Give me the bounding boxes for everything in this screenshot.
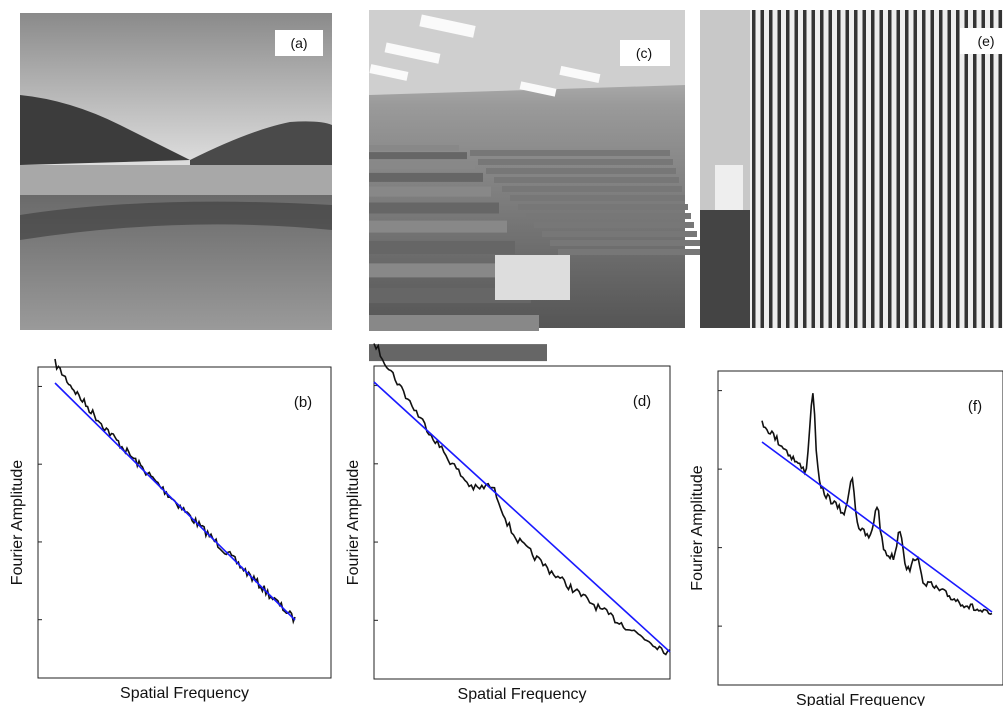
seat-row xyxy=(369,173,483,182)
stripe xyxy=(922,10,926,328)
fit-line xyxy=(55,383,295,620)
spectrum xyxy=(55,359,295,622)
stripe xyxy=(863,10,867,328)
seat-row xyxy=(510,195,685,201)
plot-label: (d) xyxy=(633,393,651,410)
stripe xyxy=(931,10,935,328)
seat-row xyxy=(369,187,491,197)
seat-row xyxy=(478,159,673,165)
seat-row xyxy=(486,168,676,174)
stripe xyxy=(982,10,986,328)
photo-label: (e) xyxy=(977,33,994,49)
plot-label: (f) xyxy=(968,398,982,415)
x-axis-label: Spatial Frequency xyxy=(458,686,587,703)
photo-label: (a) xyxy=(290,35,307,51)
stripe xyxy=(846,10,850,328)
stripe xyxy=(812,10,816,328)
stripe xyxy=(965,10,969,328)
x-axis-label: Spatial Frequency xyxy=(796,692,925,706)
stripe xyxy=(803,10,807,328)
stripe xyxy=(786,10,790,328)
stripe xyxy=(761,10,765,328)
figure: (a) (c) (e) (b) Spatial Frequency Fourier … xyxy=(0,0,1003,706)
fit-line xyxy=(762,442,992,612)
stripe xyxy=(769,10,773,328)
seat-row xyxy=(470,150,670,156)
stripe xyxy=(752,10,756,328)
seat-row xyxy=(518,204,688,210)
stripe xyxy=(871,10,875,328)
y-axis-label: Fourier Amplitude xyxy=(689,465,706,590)
seat-row xyxy=(369,315,539,331)
plot-frame xyxy=(374,366,670,679)
y-axis-label: Fourier Amplitude xyxy=(9,460,26,585)
plot-frame xyxy=(718,371,1003,685)
stripe xyxy=(897,10,901,328)
seat-row xyxy=(558,249,703,255)
seat-row xyxy=(526,213,691,219)
stripe xyxy=(973,10,977,328)
seat-row xyxy=(369,241,515,254)
spectrum xyxy=(762,393,992,614)
stripe xyxy=(837,10,841,328)
plot-label: (b) xyxy=(294,394,312,411)
stripe xyxy=(795,10,799,328)
stripe xyxy=(948,10,952,328)
stripe xyxy=(829,10,833,328)
stripe xyxy=(990,10,994,328)
stripe xyxy=(905,10,909,328)
y-axis-label: Fourier Amplitude xyxy=(345,460,362,585)
stripe xyxy=(854,10,858,328)
x-axis-label: Spatial Frequency xyxy=(120,685,249,702)
stripe xyxy=(888,10,892,328)
stripe xyxy=(880,10,884,328)
seat-row xyxy=(369,203,499,214)
seat-row xyxy=(369,221,507,233)
stripe xyxy=(778,10,782,328)
seat-row xyxy=(542,231,697,237)
fit-line xyxy=(374,382,670,652)
stripe xyxy=(939,10,943,328)
seat-row xyxy=(502,186,682,192)
seat-row xyxy=(369,152,467,159)
seat-row xyxy=(369,344,547,361)
seat-row xyxy=(369,161,475,169)
seat-row xyxy=(550,240,700,246)
seat-row xyxy=(369,145,459,151)
stripe xyxy=(999,10,1003,328)
stripe xyxy=(820,10,824,328)
plot-frame xyxy=(38,367,331,678)
stripe xyxy=(956,10,960,328)
seat-row xyxy=(494,177,679,183)
photo-label: (c) xyxy=(636,45,652,61)
stripe xyxy=(914,10,918,328)
spectrum xyxy=(374,344,670,655)
photo-c: (c) xyxy=(369,10,703,361)
seat-row xyxy=(534,222,694,228)
photo-e: (e) xyxy=(700,10,1003,328)
photo-a: (a) xyxy=(20,13,332,330)
